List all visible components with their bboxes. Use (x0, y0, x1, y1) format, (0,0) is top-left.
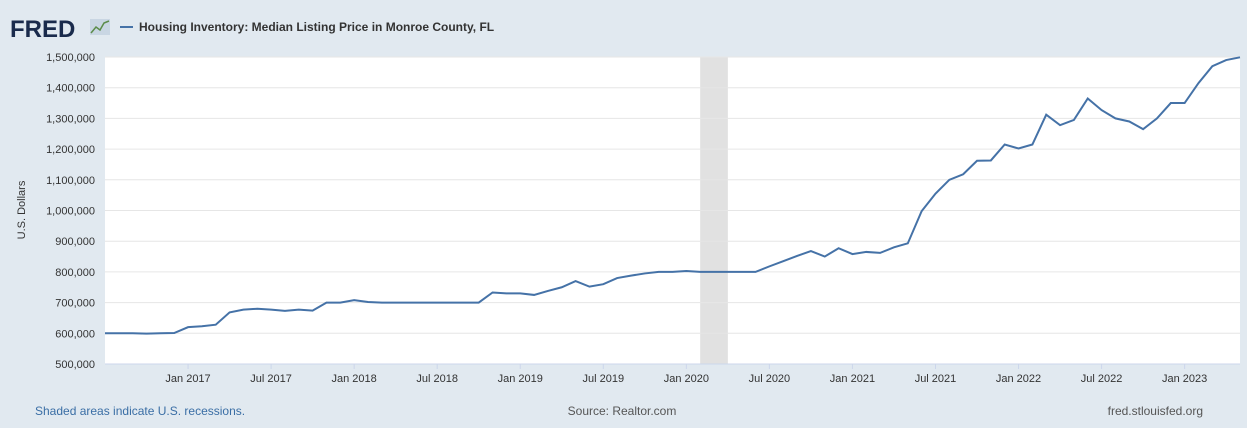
x-tick-label: Jul 2017 (250, 373, 292, 385)
logo-icon (90, 19, 110, 35)
x-tick-label: Jan 2020 (664, 373, 709, 385)
y-tick-label: 800,000 (55, 267, 95, 279)
x-tick-label: Jan 2017 (165, 373, 210, 385)
y-tick-label: 1,000,000 (46, 206, 95, 218)
x-tick-label: Jan 2018 (332, 373, 377, 385)
y-axis-label: U.S. Dollars (16, 180, 28, 239)
x-tick-label: Jan 2023 (1162, 373, 1207, 385)
x-tick-label: Jul 2019 (582, 373, 624, 385)
y-tick-label: 1,100,000 (46, 175, 95, 187)
logo: FRED (10, 16, 75, 43)
x-tick-label: Jan 2019 (498, 373, 543, 385)
y-tick-label: 600,000 (55, 328, 95, 340)
recession-note: Shaded areas indicate U.S. recessions. (35, 404, 245, 418)
legend-label: Housing Inventory: Median Listing Price … (139, 20, 494, 34)
data-line (105, 56, 1241, 335)
x-tick-label: Jul 2021 (915, 373, 957, 385)
y-tick-label: 1,500,000 (46, 52, 95, 64)
y-tick-label: 1,200,000 (46, 144, 95, 156)
x-tick-label: Jul 2022 (1081, 373, 1123, 385)
y-tick-label: 1,400,000 (46, 83, 95, 95)
y-tick-label: 1,300,000 (46, 113, 95, 125)
x-tick-label: Jul 2020 (749, 373, 791, 385)
source: Source: Realtor.com (568, 404, 677, 418)
x-tick-label: Jan 2022 (996, 373, 1041, 385)
site: fred.stlouisfed.org (1108, 404, 1203, 418)
y-tick-label: 700,000 (55, 298, 95, 310)
x-tick-label: Jul 2018 (416, 373, 458, 385)
y-tick-label: 500,000 (55, 359, 95, 371)
x-tick-label: Jan 2021 (830, 373, 875, 385)
y-tick-label: 900,000 (55, 236, 95, 248)
